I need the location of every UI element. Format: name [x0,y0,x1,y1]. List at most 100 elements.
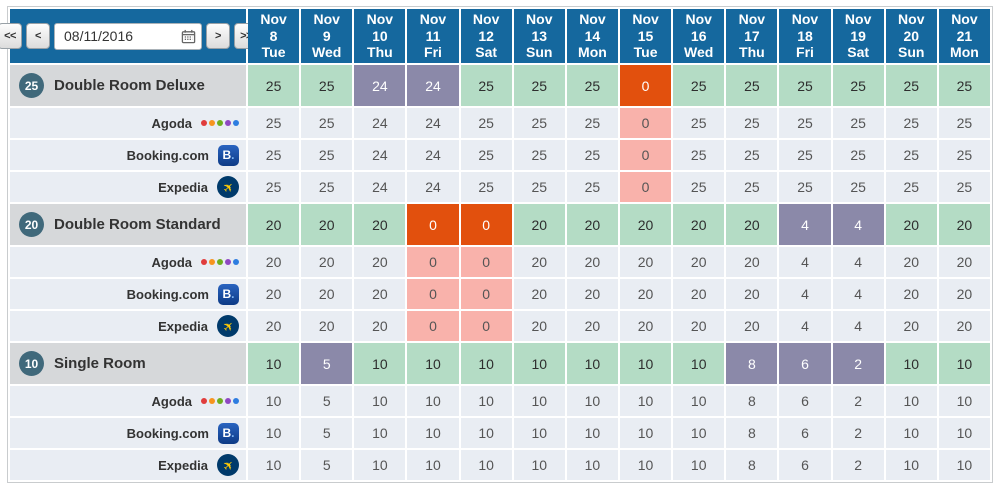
availability-cell[interactable]: 10 [885,418,937,448]
availability-cell[interactable]: 5 [301,418,353,448]
availability-cell[interactable]: 20 [619,247,672,277]
availability-cell[interactable]: 25 [566,172,618,202]
first-page-button[interactable]: << [0,23,22,49]
availability-cell[interactable]: 20 [354,279,406,309]
availability-cell[interactable]: 8 [726,418,778,448]
availability-cell[interactable]: 25 [938,108,990,138]
availability-cell[interactable]: 10 [354,450,406,480]
availability-cell[interactable]: 20 [248,311,300,341]
availability-cell[interactable]: 20 [354,204,406,245]
availability-cell[interactable]: 10 [354,343,406,384]
availability-cell[interactable]: 25 [832,65,884,106]
availability-cell[interactable]: 10 [460,418,512,448]
availability-cell[interactable]: 20 [566,279,618,309]
availability-cell[interactable]: 25 [513,140,565,170]
availability-cell[interactable]: 10 [673,386,725,416]
availability-cell[interactable]: 25 [779,172,831,202]
availability-cell[interactable]: 8 [726,386,778,416]
availability-cell[interactable]: 10 [619,418,672,448]
availability-cell[interactable]: 25 [301,108,353,138]
availability-cell[interactable]: 0 [407,311,459,341]
availability-cell[interactable]: 20 [885,279,937,309]
availability-cell[interactable]: 10 [248,386,300,416]
availability-cell[interactable]: 20 [566,247,618,277]
availability-cell[interactable]: 20 [673,204,725,245]
availability-cell[interactable]: 10 [407,418,459,448]
availability-cell[interactable]: 25 [673,65,725,106]
availability-cell[interactable]: 20 [619,279,672,309]
availability-cell[interactable]: 6 [779,418,831,448]
availability-cell[interactable]: 20 [248,204,300,245]
availability-cell[interactable]: 4 [779,279,831,309]
availability-cell[interactable]: 20 [513,247,565,277]
availability-cell[interactable]: 20 [885,311,937,341]
availability-cell[interactable]: 0 [619,108,672,138]
availability-cell[interactable]: 25 [460,172,512,202]
availability-cell[interactable]: 25 [248,65,300,106]
availability-cell[interactable]: 10 [938,450,990,480]
availability-cell[interactable]: 25 [301,65,353,106]
availability-cell[interactable]: 20 [673,311,725,341]
availability-cell[interactable]: 5 [301,343,353,384]
availability-cell[interactable]: 2 [832,418,884,448]
availability-cell[interactable]: 20 [513,311,565,341]
availability-cell[interactable]: 0 [460,204,512,245]
availability-cell[interactable]: 0 [407,279,459,309]
availability-cell[interactable]: 20 [619,311,672,341]
availability-cell[interactable]: 24 [407,172,459,202]
availability-cell[interactable]: 10 [566,386,618,416]
availability-cell[interactable]: 25 [726,172,778,202]
availability-cell[interactable]: 24 [407,108,459,138]
availability-cell[interactable]: 10 [673,450,725,480]
availability-cell[interactable]: 10 [619,450,672,480]
availability-cell[interactable]: 25 [673,140,725,170]
availability-cell[interactable]: 25 [832,108,884,138]
availability-cell[interactable]: 20 [301,279,353,309]
availability-cell[interactable]: 4 [832,279,884,309]
availability-cell[interactable]: 24 [407,140,459,170]
prev-day-button[interactable]: < [26,23,50,49]
availability-cell[interactable]: 25 [248,172,300,202]
availability-cell[interactable]: 25 [513,108,565,138]
availability-cell[interactable]: 0 [407,204,459,245]
availability-cell[interactable]: 10 [885,450,937,480]
availability-cell[interactable]: 25 [566,108,618,138]
availability-cell[interactable]: 20 [885,247,937,277]
availability-cell[interactable]: 20 [885,204,937,245]
availability-cell[interactable]: 10 [566,418,618,448]
availability-cell[interactable]: 20 [354,311,406,341]
availability-cell[interactable]: 20 [726,204,778,245]
availability-cell[interactable]: 20 [938,247,990,277]
availability-cell[interactable]: 20 [248,279,300,309]
availability-cell[interactable]: 25 [726,140,778,170]
availability-cell[interactable]: 20 [938,279,990,309]
availability-cell[interactable]: 10 [513,343,565,384]
availability-cell[interactable]: 25 [779,140,831,170]
availability-cell[interactable]: 20 [938,204,990,245]
availability-cell[interactable]: 5 [301,450,353,480]
availability-cell[interactable]: 4 [779,311,831,341]
availability-cell[interactable]: 0 [460,279,512,309]
availability-cell[interactable]: 25 [460,108,512,138]
availability-cell[interactable]: 10 [673,343,725,384]
availability-cell[interactable]: 8 [726,450,778,480]
availability-cell[interactable]: 25 [566,65,618,106]
availability-cell[interactable]: 24 [354,140,406,170]
availability-cell[interactable]: 10 [885,386,937,416]
availability-cell[interactable]: 20 [673,247,725,277]
availability-cell[interactable]: 25 [248,108,300,138]
availability-cell[interactable]: 25 [248,140,300,170]
availability-cell[interactable]: 10 [513,450,565,480]
availability-cell[interactable]: 20 [726,279,778,309]
availability-cell[interactable]: 4 [832,247,884,277]
availability-cell[interactable]: 6 [779,343,831,384]
availability-cell[interactable]: 25 [938,65,990,106]
availability-cell[interactable]: 25 [885,140,937,170]
availability-cell[interactable]: 6 [779,386,831,416]
availability-cell[interactable]: 25 [779,65,831,106]
availability-cell[interactable]: 25 [938,172,990,202]
availability-cell[interactable]: 20 [301,311,353,341]
availability-cell[interactable]: 10 [248,418,300,448]
availability-cell[interactable]: 25 [885,65,937,106]
availability-cell[interactable]: 25 [832,140,884,170]
